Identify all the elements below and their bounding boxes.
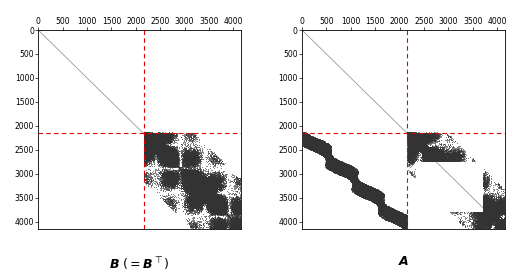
Text: $\boldsymbol{B}$ $(=\boldsymbol{B}^\top)$: $\boldsymbol{B}$ $(=\boldsymbol{B}^\top)… bbox=[109, 255, 169, 272]
Text: $\boldsymbol{A}$: $\boldsymbol{A}$ bbox=[397, 255, 408, 268]
